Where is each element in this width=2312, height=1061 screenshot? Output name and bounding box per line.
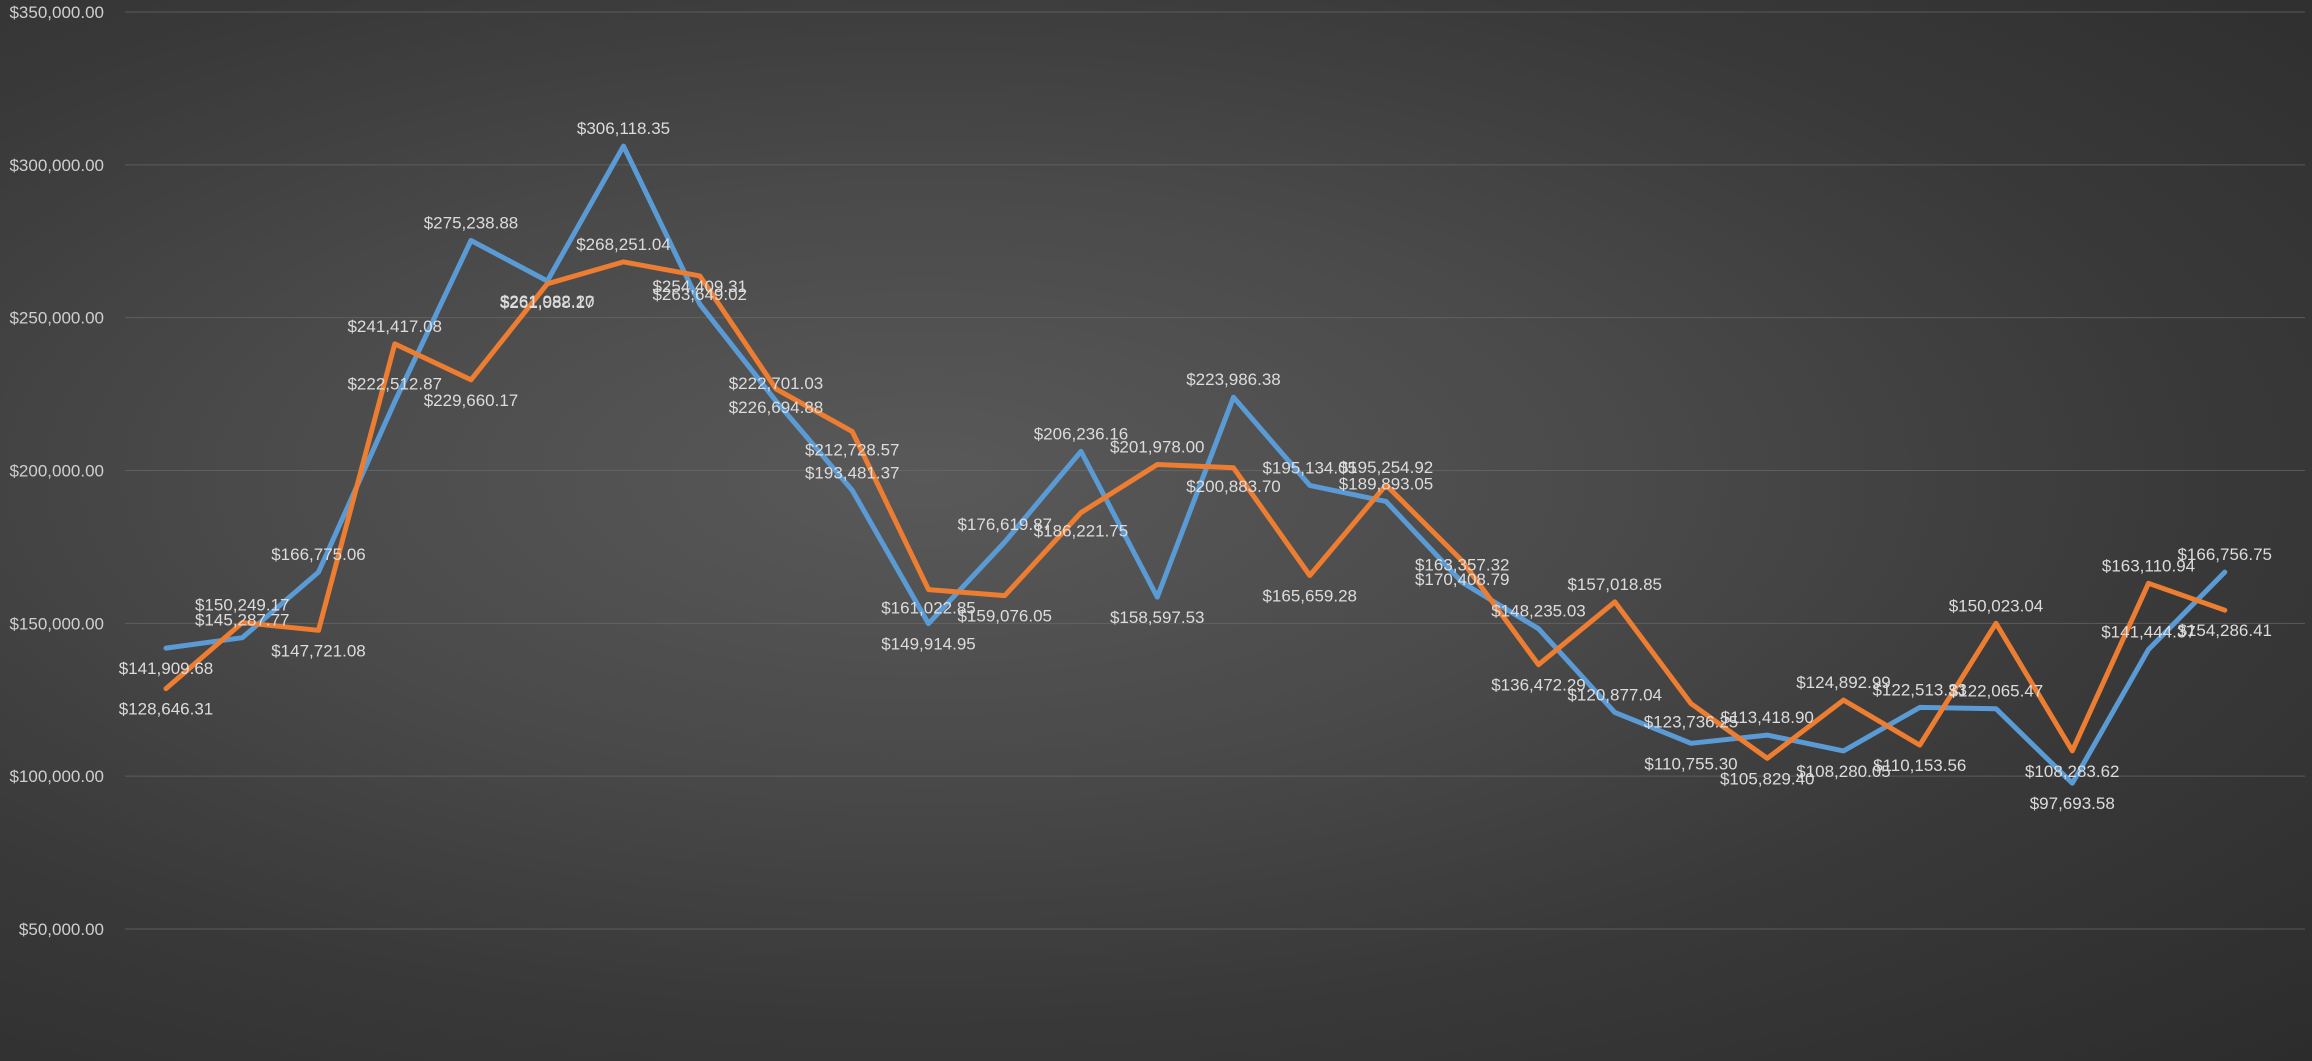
y-tick-label: $350,000.00 — [9, 3, 104, 22]
y-tick-label: $300,000.00 — [9, 156, 104, 175]
data-label-blue: $163,357.32 — [1415, 556, 1510, 575]
data-label-orange: $163,110.94 — [2102, 556, 2195, 575]
data-label-blue: $141,444.37 — [2101, 622, 2196, 641]
data-label-blue: $166,775.06 — [271, 545, 366, 564]
data-label-blue: $189,893.05 — [1339, 474, 1434, 493]
y-tick-label: $100,000.00 — [9, 767, 104, 786]
data-label-blue: $306,118.35 — [577, 119, 670, 138]
data-label-blue: $158,597.53 — [1110, 608, 1205, 627]
data-label-orange: $123,736.25 — [1644, 713, 1739, 732]
y-tick-label: $250,000.00 — [9, 309, 104, 328]
data-label-orange: $229,660.17 — [424, 391, 519, 410]
data-label-blue: $254,409.31 — [652, 277, 747, 296]
y-axis-tick-labels: $350,000.00 $300,000.00 $250,000.00 $200,00… — [9, 3, 104, 939]
data-label-orange: $110,153.56 — [1873, 756, 1966, 775]
data-label-orange: $136,472.29 — [1491, 676, 1586, 695]
data-label-blue: $166,756.75 — [2177, 545, 2272, 564]
series-blue-line — [163, 143, 2228, 786]
data-label-orange: $263,649.02 — [652, 285, 747, 304]
data-label-blue: $113,418.90 — [1721, 708, 1814, 727]
data-label-blue: $222,701.03 — [729, 374, 824, 393]
y-tick-label: $200,000.00 — [9, 462, 104, 481]
data-label-blue: $275,238.88 — [424, 214, 519, 233]
data-label-blue: $97,693.58 — [2030, 794, 2115, 813]
data-label-blue: $108,280.05 — [1796, 762, 1891, 781]
data-label-orange: $241,417.08 — [347, 317, 442, 336]
data-label-blue: $195,134.05 — [1262, 458, 1357, 477]
data-labels: $141,909.68 $145,287.77 $166,775.06 $222,51… — [119, 119, 2272, 813]
data-label-orange: $147,721.08 — [271, 641, 366, 660]
y-tick-label: $150,000.00 — [9, 614, 104, 633]
data-label-orange: $165,659.28 — [1262, 586, 1357, 605]
data-label-blue: $145,287.77 — [195, 611, 290, 630]
data-label-blue: $110,755.30 — [1644, 754, 1737, 773]
data-label-orange: $105,829.40 — [1720, 769, 1815, 788]
data-label-orange: $161,022.85 — [881, 599, 976, 618]
data-label-blue: $141,909.68 — [119, 659, 214, 678]
data-label-blue: $206,236.16 — [1034, 424, 1129, 443]
data-label-blue: $193,481.37 — [805, 463, 900, 482]
series-orange-line — [163, 259, 2228, 761]
data-label-orange: $157,018.85 — [1567, 575, 1662, 594]
data-label-orange: $108,283.62 — [2025, 762, 2120, 781]
series-lines — [163, 143, 2228, 786]
data-label-orange: $261,088.17 — [500, 293, 595, 312]
data-label-orange: $268,251.04 — [576, 235, 671, 254]
data-label-orange: $150,249.17 — [195, 596, 290, 615]
data-label-orange: $201,978.00 — [1110, 437, 1205, 456]
data-label-blue: $222,512.87 — [347, 375, 442, 394]
data-label-blue: $122,065.47 — [1949, 682, 2044, 701]
data-label-orange: $186,221.75 — [1034, 522, 1129, 541]
data-label-blue: $261,982.20 — [500, 292, 595, 311]
data-label-blue: $122,513.33 — [1872, 680, 1967, 699]
data-label-orange: $226,694.88 — [729, 398, 824, 417]
data-label-orange: $128,646.31 — [119, 700, 214, 719]
data-label-blue: $149,914.95 — [881, 635, 976, 654]
data-label-orange: $159,076.05 — [957, 607, 1052, 626]
data-label-orange: $170,408.79 — [1415, 570, 1510, 589]
y-tick-label: $50,000.00 — [19, 920, 104, 939]
data-label-orange: $212,728.57 — [805, 441, 900, 460]
data-label-orange: $200,883.70 — [1186, 477, 1281, 496]
data-label-orange: $124,892.99 — [1796, 673, 1891, 692]
data-label-blue: $223,986.38 — [1186, 370, 1281, 389]
data-label-blue: $120,877.04 — [1567, 685, 1662, 704]
data-label-blue: $148,235.03 — [1491, 602, 1586, 621]
data-label-orange: $150,023.04 — [1949, 596, 2044, 615]
data-label-orange: $154,286.41 — [2177, 621, 2272, 640]
gridlines — [125, 11, 2305, 930]
data-label-orange: $195,254.92 — [1339, 458, 1434, 477]
data-label-blue: $176,619.87 — [957, 515, 1052, 534]
